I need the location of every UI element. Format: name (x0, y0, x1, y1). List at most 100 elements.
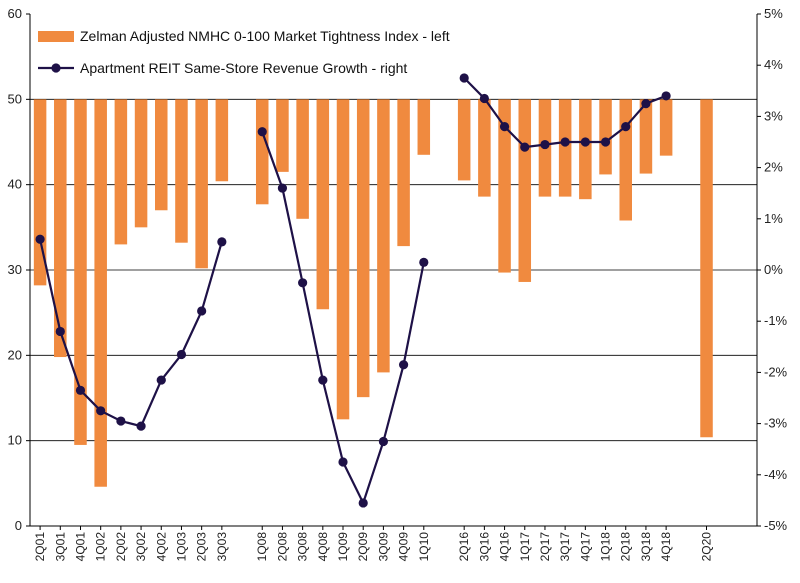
x-tick-label-3Q18: 3Q18 (639, 532, 653, 562)
right-tick-label: -3% (764, 416, 788, 431)
bar-2Q18 (619, 99, 632, 221)
x-tick-label-1Q10: 1Q10 (417, 532, 431, 562)
legend-line-marker (51, 63, 61, 73)
line-segment-1 (39, 239, 223, 428)
right-tick-label: 2% (764, 160, 783, 175)
line-point (257, 127, 267, 137)
line-point (176, 349, 187, 360)
right-tick-label: 0% (764, 262, 783, 277)
x-axis-ticks: 2Q01 3Q01 4Q01 1Q02 2Q02 3Q02 4Q02 1Q03 2Q03 3Q03… (33, 526, 714, 562)
left-axis-ticks: 0 10 20 30 40 50 60 (8, 6, 30, 533)
legend-line-label: Apartment REIT Same-Store Revenue Growth… (80, 60, 407, 76)
left-tick-label: 50 (8, 91, 22, 106)
bar-4Q16 (498, 99, 511, 273)
x-tick-label-1Q02: 1Q02 (94, 532, 108, 562)
left-tick-label: 60 (8, 6, 22, 21)
line-point (358, 498, 368, 508)
x-tick-label-1Q08: 1Q08 (255, 532, 269, 562)
line-point (136, 421, 146, 431)
bar-3Q09 (377, 99, 390, 373)
x-tick-label-2Q01: 2Q01 (33, 532, 47, 562)
x-tick-label-2Q09: 2Q09 (356, 532, 370, 562)
x-tick-label-1Q17: 1Q17 (518, 532, 532, 562)
line-point (661, 91, 671, 101)
bar-4Q17 (579, 99, 592, 200)
line-point (398, 360, 409, 370)
line-point (600, 137, 611, 147)
x-tick-label-2Q02: 2Q02 (114, 532, 128, 562)
left-tick-label: 30 (8, 262, 22, 277)
x-tick-label-3Q02: 3Q02 (134, 532, 148, 562)
line-point (580, 137, 590, 147)
x-tick-label-3Q17: 3Q17 (558, 532, 572, 562)
line-point (479, 93, 489, 104)
right-tick-label: 5% (764, 6, 783, 21)
x-tick-label-1Q03: 1Q03 (174, 532, 188, 562)
bar-2Q03 (195, 99, 208, 269)
right-tick-label: -5% (764, 518, 788, 533)
right-tick-label: -1% (764, 313, 788, 328)
line-point (116, 416, 126, 426)
x-tick-label-2Q17: 2Q17 (538, 532, 552, 562)
line-point (560, 137, 570, 147)
x-tick-label-1Q09: 1Q09 (336, 532, 350, 562)
line-point (298, 278, 308, 288)
x-tick-label-2Q08: 2Q08 (275, 532, 289, 562)
bar-3Q18 (639, 99, 653, 174)
x-tick-label-2Q03: 2Q03 (195, 532, 209, 562)
x-tick-label-3Q08: 3Q08 (296, 532, 310, 562)
x-tick-label-4Q16: 4Q16 (498, 532, 512, 562)
line-point (277, 183, 288, 193)
bar-3Q03 (215, 99, 229, 182)
line-point (520, 142, 530, 152)
line-point (459, 73, 469, 83)
right-tick-label: 1% (764, 211, 783, 226)
bar-series (33, 99, 713, 487)
line-point (55, 326, 65, 337)
line-point (156, 375, 166, 385)
line-point (641, 99, 651, 109)
bar-1Q18 (599, 99, 612, 175)
line-point (621, 122, 631, 132)
bar-1Q17 (518, 99, 532, 282)
bar-3Q17 (558, 99, 572, 197)
gridlines (30, 98, 757, 442)
bar-4Q02 (155, 99, 168, 211)
right-tick-label: 3% (764, 108, 783, 123)
bar-4Q08 (316, 99, 330, 310)
bar-3Q08 (296, 99, 309, 219)
x-tick-label-4Q08: 4Q08 (316, 532, 330, 562)
legend-bar-swatch (38, 31, 74, 42)
line-point (217, 237, 227, 247)
line-point (540, 139, 550, 150)
left-tick-label: 20 (8, 347, 22, 362)
bar-3Q01 (54, 99, 67, 358)
legend-bar-label: Zelman Adjusted NMHC 0-100 Market Tightn… (80, 28, 450, 44)
x-tick-label-2Q16: 2Q16 (457, 532, 471, 562)
bar-3Q16 (478, 99, 491, 197)
x-tick-label-4Q09: 4Q09 (397, 532, 411, 562)
left-tick-label: 10 (8, 433, 22, 448)
line-point (318, 375, 328, 385)
x-tick-label-4Q01: 4Q01 (73, 532, 87, 562)
bar-2Q02 (114, 99, 128, 245)
line-point (338, 457, 348, 467)
x-tick-label-3Q09: 3Q09 (376, 532, 390, 562)
bar-1Q10 (417, 99, 431, 155)
x-tick-label-2Q20: 2Q20 (700, 532, 714, 562)
left-tick-label: 0 (15, 518, 22, 533)
line-point (419, 257, 429, 267)
x-tick-label-1Q18: 1Q18 (599, 532, 613, 562)
x-tick-label-3Q03: 3Q03 (215, 532, 229, 562)
x-tick-label-4Q17: 4Q17 (578, 532, 592, 562)
bar-4Q18 (659, 99, 673, 156)
bar-1Q03 (175, 99, 188, 243)
bar-2Q16 (457, 99, 471, 181)
bar-2Q08 (276, 99, 289, 172)
line-point (197, 306, 207, 316)
bar-1Q02 (94, 99, 107, 487)
right-tick-label: -4% (764, 467, 788, 482)
bar-4Q09 (397, 99, 410, 247)
legend: Zelman Adjusted NMHC 0-100 Market Tightn… (38, 28, 450, 76)
